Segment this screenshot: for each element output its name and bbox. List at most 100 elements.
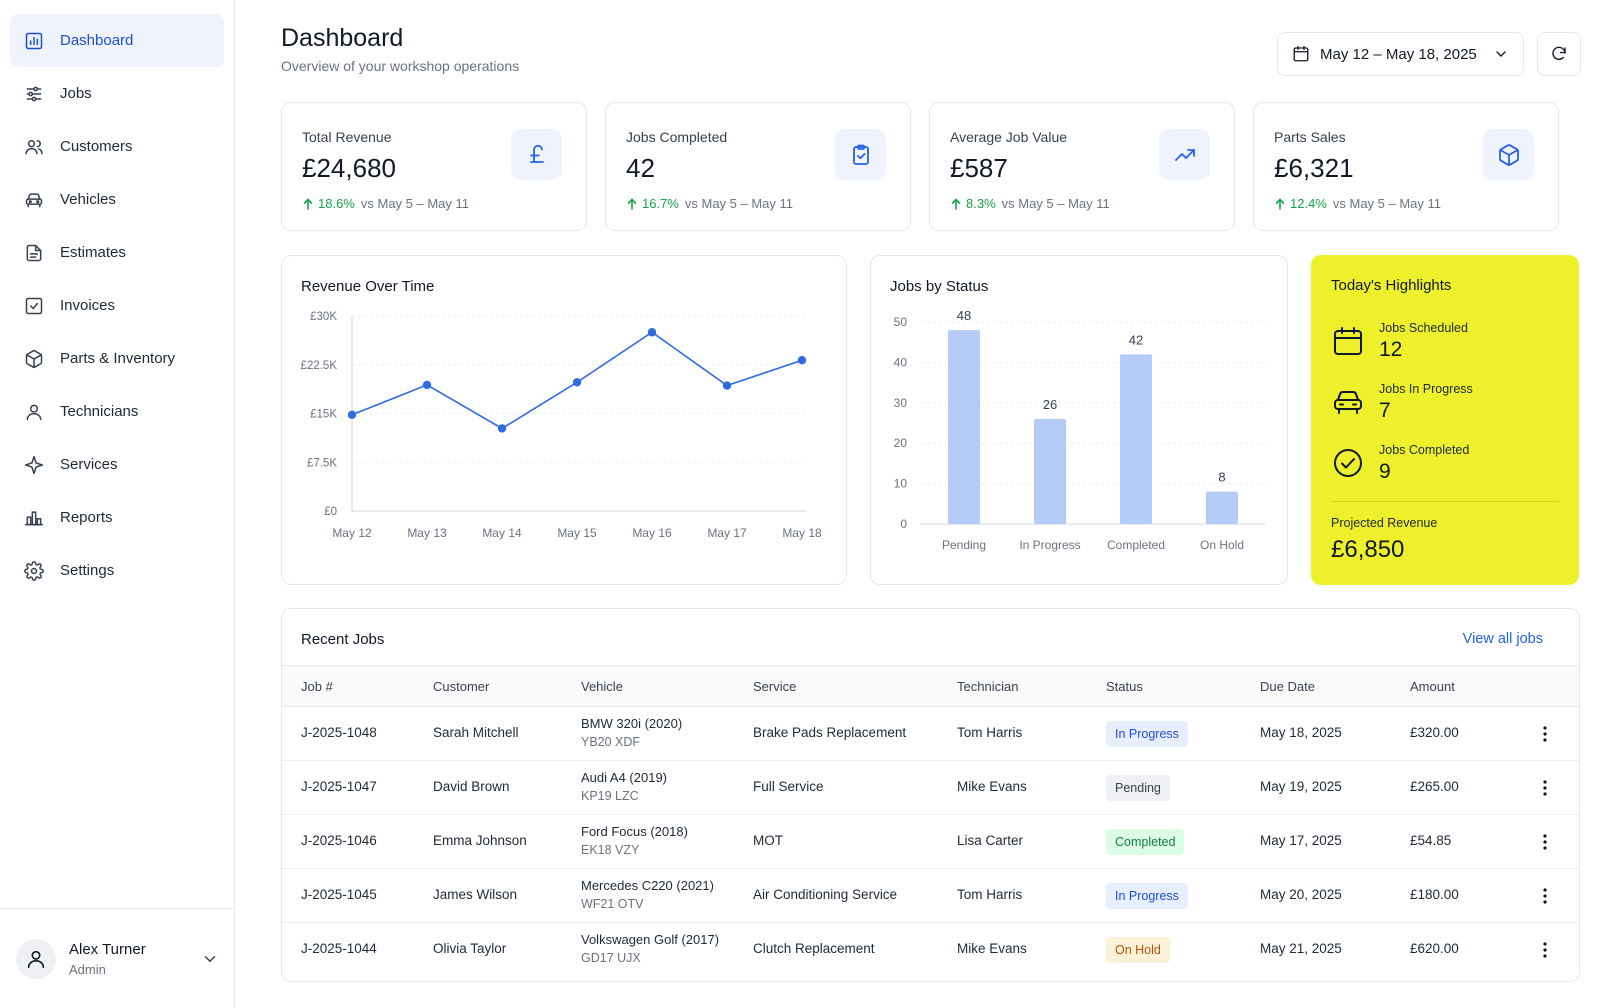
- sidebar-item-label: Parts & Inventory: [60, 350, 176, 367]
- due-date: May 21, 2025: [1260, 941, 1342, 956]
- column-header-technician[interactable]: Technician: [957, 679, 1019, 694]
- sidebar-item-label: Dashboard: [60, 32, 134, 49]
- x-tick-label: Completed: [1107, 538, 1165, 552]
- row-actions-button[interactable]: [1535, 724, 1555, 744]
- sidebar-item-reports[interactable]: Reports: [10, 491, 224, 544]
- column-header-service[interactable]: Service: [753, 679, 797, 694]
- vehicle-registration: WF21 OTV: [581, 897, 644, 911]
- user-icon: [24, 402, 44, 422]
- y-tick-label: £7.5K: [307, 457, 337, 469]
- x-tick-label: In Progress: [1019, 538, 1080, 552]
- row-actions-button[interactable]: [1535, 886, 1555, 906]
- highlights-title: Today's Highlights: [1331, 277, 1452, 294]
- y-tick-label: 20: [894, 436, 908, 450]
- column-header-customer[interactable]: Customer: [433, 679, 490, 694]
- column-header-job[interactable]: Job #: [301, 679, 333, 694]
- stat-label: Total Revenue: [302, 129, 392, 145]
- sidebar-item-technicians[interactable]: Technicians: [10, 385, 224, 438]
- stat-card-jobs-completed: Jobs Completed 42 16.7% vs May 5 – May 1…: [605, 102, 911, 231]
- box-icon: [1483, 129, 1534, 180]
- chart-title: Jobs by Status: [890, 278, 989, 295]
- x-tick-label: May 16: [632, 526, 672, 540]
- bar: [1034, 418, 1066, 524]
- x-tick-label: May 13: [407, 526, 447, 540]
- projected-revenue-label: Projected Revenue: [1331, 516, 1438, 530]
- sidebar-item-dashboard[interactable]: Dashboard: [10, 14, 224, 67]
- user-info: Alex Turner Admin: [69, 941, 201, 977]
- stat-delta: 18.6% vs May 5 – May 11: [302, 196, 566, 211]
- vehicle-registration: YB20 XDF: [581, 735, 641, 749]
- main-content: Dashboard Overview of your workshop oper…: [235, 0, 1600, 1008]
- highlight-label: Jobs In Progress: [1379, 381, 1473, 396]
- job-number[interactable]: J-2025-1047: [301, 779, 377, 794]
- date-range-picker[interactable]: May 12 – May 18, 2025: [1277, 32, 1524, 76]
- table-row[interactable]: J-2025-1048 Sarah Mitchell BMW 320i (2020)…: [282, 707, 1579, 761]
- table-row[interactable]: J-2025-1045 James Wilson Mercedes C220 (20…: [282, 869, 1579, 923]
- stat-delta-value: 16.7%: [642, 196, 679, 211]
- customer-name: Emma Johnson: [433, 833, 527, 848]
- chevron-down-icon[interactable]: [201, 950, 219, 968]
- y-tick-label: £0: [324, 506, 337, 518]
- refresh-button[interactable]: [1537, 32, 1581, 76]
- status-bar-chart: 0 10 20 30 40 50 48 Pending 26 In Progress 42 Compl…: [894, 308, 1265, 552]
- stat-label: Jobs Completed: [626, 129, 728, 145]
- job-number[interactable]: J-2025-1045: [301, 887, 377, 902]
- row-actions-button[interactable]: [1535, 778, 1555, 798]
- user-menu[interactable]: Alex Turner Admin: [0, 908, 235, 1008]
- view-all-jobs-link[interactable]: View all jobs: [1462, 631, 1543, 647]
- page-subtitle: Overview of your workshop operations: [281, 58, 520, 74]
- column-header-status[interactable]: Status: [1106, 679, 1143, 694]
- stat-delta-up: 16.7%: [626, 196, 679, 211]
- bar-value-label: 26: [1043, 397, 1057, 412]
- column-header-amount[interactable]: Amount: [1410, 679, 1455, 694]
- sidebar-nav: Dashboard Jobs Customers Vehicles Estima…: [0, 0, 234, 597]
- table-row[interactable]: J-2025-1044 Olivia Taylor Volkswagen Golf …: [282, 923, 1579, 977]
- sidebar-item-settings[interactable]: Settings: [10, 544, 224, 597]
- job-number[interactable]: J-2025-1044: [301, 941, 377, 956]
- check-circle-icon: [1331, 446, 1365, 480]
- table-row[interactable]: J-2025-1046 Emma Johnson Ford Focus (2018)…: [282, 815, 1579, 869]
- customer-name: Olivia Taylor: [433, 941, 507, 956]
- document-icon: [24, 243, 44, 263]
- more-vertical-icon: [1543, 834, 1547, 850]
- sidebar: Dashboard Jobs Customers Vehicles Estima…: [0, 0, 235, 1008]
- sidebar-item-label: Technicians: [60, 403, 139, 420]
- highlight-value: 9: [1379, 459, 1391, 483]
- stat-delta: 12.4% vs May 5 – May 11: [1274, 196, 1538, 211]
- sidebar-item-vehicles[interactable]: Vehicles: [10, 173, 224, 226]
- y-tick-label: £30K: [310, 311, 337, 323]
- bar-value-label: 48: [957, 308, 971, 323]
- sidebar-item-invoices[interactable]: Invoices: [10, 279, 224, 332]
- column-header-vehicle[interactable]: Vehicle: [581, 679, 623, 694]
- technician-name: Mike Evans: [957, 779, 1027, 794]
- date-range-label: May 12 – May 18, 2025: [1320, 45, 1477, 63]
- gear-icon: [24, 560, 44, 581]
- car-icon: [24, 190, 44, 210]
- row-actions-button[interactable]: [1535, 832, 1555, 852]
- job-number[interactable]: J-2025-1046: [301, 833, 377, 848]
- column-header-due-date[interactable]: Due Date: [1260, 679, 1315, 694]
- sidebar-item-label: Jobs: [60, 85, 92, 102]
- table-row[interactable]: J-2025-1047 David Brown Audi A4 (2019) KP19…: [282, 761, 1579, 815]
- highlight-label: Jobs Completed: [1379, 442, 1470, 457]
- sidebar-item-estimates[interactable]: Estimates: [10, 226, 224, 279]
- job-number[interactable]: J-2025-1048: [301, 725, 377, 740]
- sidebar-item-services[interactable]: Services: [10, 438, 224, 491]
- sidebar-item-jobs[interactable]: Jobs: [10, 67, 224, 120]
- projected-revenue-value: £6,850: [1331, 536, 1405, 563]
- bar-value-label: 42: [1129, 332, 1143, 347]
- customer-name: James Wilson: [433, 887, 518, 902]
- sidebar-item-parts-inventory[interactable]: Parts & Inventory: [10, 332, 224, 385]
- stat-delta: 16.7% vs May 5 – May 11: [626, 196, 890, 211]
- sliders-icon: [24, 84, 44, 104]
- table-title: Recent Jobs: [301, 631, 385, 648]
- sidebar-item-label: Reports: [60, 509, 113, 526]
- bar-value-label: 8: [1218, 470, 1225, 485]
- user-avatar-icon: [27, 950, 45, 968]
- row-actions-button[interactable]: [1535, 940, 1555, 960]
- calendar-icon: [1331, 324, 1365, 358]
- refresh-icon: [1552, 46, 1566, 60]
- box-icon: [24, 349, 44, 369]
- sidebar-item-customers[interactable]: Customers: [10, 120, 224, 173]
- stat-card-parts-sales: Parts Sales £6,321 12.4% vs May 5 – May …: [1253, 102, 1559, 231]
